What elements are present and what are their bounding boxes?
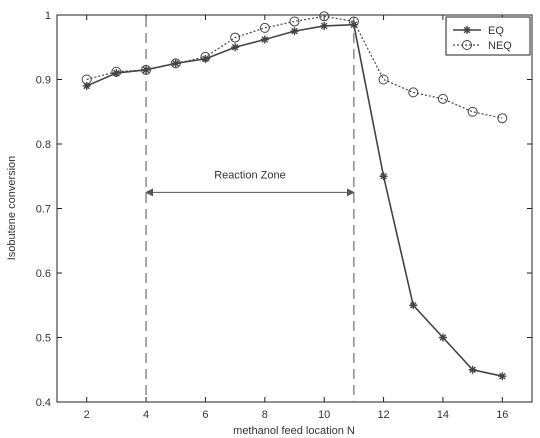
data-point-neq	[170, 58, 181, 69]
data-point-eq	[171, 59, 180, 68]
y-axis-label: Isobutene conversion	[6, 156, 18, 261]
data-point-eq	[349, 20, 358, 29]
data-point-neq	[259, 22, 270, 33]
data-point-eq	[498, 372, 507, 381]
legend-eq-marker	[463, 26, 471, 34]
x-tick-label: 6	[202, 409, 208, 421]
x-tick-label: 2	[84, 409, 90, 421]
data-point-neq	[467, 106, 478, 117]
legend-label-eq: EQ	[488, 25, 504, 37]
data-point-eq	[320, 21, 329, 30]
data-point-neq	[319, 11, 330, 22]
data-point-neq	[378, 74, 389, 85]
series-line-neq	[86, 15, 503, 119]
x-tick-label: 14	[437, 409, 449, 421]
legend-box	[445, 16, 531, 56]
reaction-zone-annotation: Reaction Zone	[145, 17, 355, 402]
x-tick-label: 16	[496, 409, 508, 421]
x-axis-ticks: 2 4 6 8 10 12 14 16	[84, 15, 508, 421]
data-point-eq	[260, 35, 269, 44]
data-point-neq	[408, 87, 419, 98]
data-point-neq	[497, 113, 508, 124]
data-point-eq	[409, 301, 418, 310]
y-tick-label: 0.8	[36, 139, 51, 151]
legend-eq-star	[463, 26, 471, 34]
reaction-zone-label: Reaction Zone	[214, 169, 286, 181]
legend-label-neq: NEQ	[488, 40, 512, 52]
x-tick-label: 12	[377, 409, 389, 421]
data-point-eq	[468, 365, 477, 374]
y-tick-label: 0.5	[36, 333, 51, 345]
x-tick-label: 8	[262, 409, 268, 421]
data-point-neq	[348, 16, 359, 27]
data-point-neq	[81, 74, 92, 85]
y-tick-label: 0.6	[36, 268, 51, 280]
data-point-neq	[437, 93, 448, 104]
y-tick-label: 1	[45, 10, 51, 22]
data-point-eq	[290, 27, 299, 36]
data-point-eq	[112, 69, 121, 78]
legend: EQ NEQ	[445, 16, 531, 56]
y-axis-ticks: 0.4 0.5 0.6 0.7 0.8 0.9 1	[36, 10, 532, 409]
legend-neq-marker	[462, 40, 472, 50]
plot-area	[56, 14, 533, 403]
x-tick-label: 10	[318, 409, 330, 421]
data-point-neq	[141, 64, 152, 75]
data-point-neq	[230, 32, 241, 43]
y-tick-label: 0.4	[36, 397, 51, 409]
y-tick-label: 0.7	[36, 204, 51, 216]
data-point-neq	[289, 16, 300, 27]
data-point-neq	[200, 51, 211, 62]
data-point-eq	[82, 81, 91, 90]
data-point-eq	[231, 43, 240, 52]
data-point-neq	[111, 66, 122, 77]
data-point-eq	[379, 172, 388, 181]
y-tick-label: 0.9	[36, 75, 51, 87]
x-tick-label: 4	[143, 409, 149, 421]
data-point-eq	[201, 54, 210, 63]
series-layer	[81, 11, 508, 381]
data-point-eq	[438, 333, 447, 342]
x-axis-label: methanol feed location N	[233, 425, 355, 437]
